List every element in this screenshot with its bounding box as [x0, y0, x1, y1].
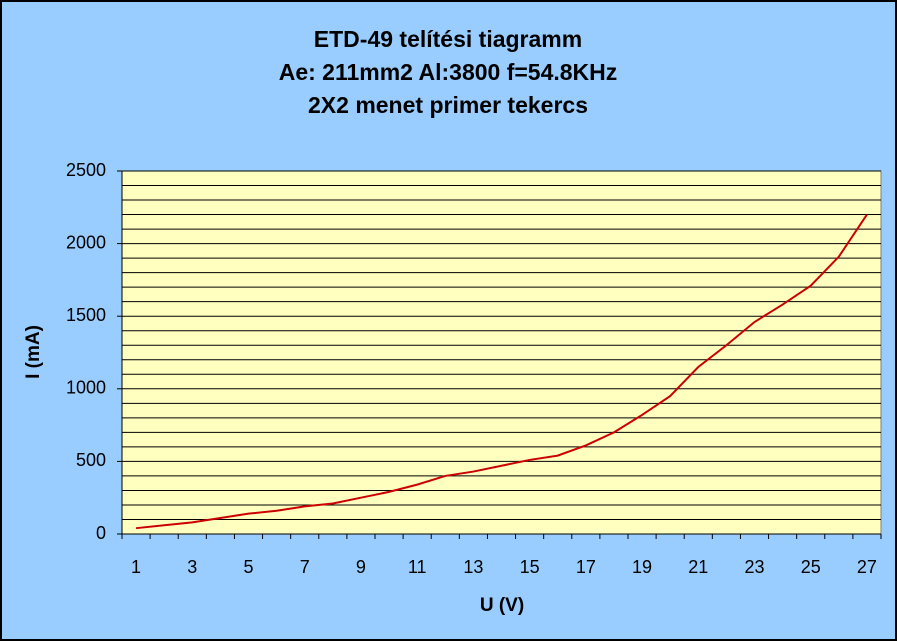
y-tick-label: 500	[76, 450, 106, 470]
x-tick-label: 5	[243, 557, 253, 577]
x-tick-label: 15	[520, 557, 540, 577]
x-tick-label: 25	[801, 557, 821, 577]
chart-title: Ae: 211mm2 Al:3800 f=54.8KHz	[279, 59, 618, 85]
x-tick-label: 7	[300, 557, 310, 577]
x-tick-label: 13	[463, 557, 483, 577]
y-tick-label: 2000	[66, 232, 106, 252]
x-tick-label: 11	[408, 557, 427, 577]
plot-area	[121, 170, 882, 535]
x-tick-label: 9	[356, 557, 366, 577]
x-tick-label: 17	[576, 557, 596, 577]
x-tick-label: 23	[744, 557, 764, 577]
x-tick-label: 19	[632, 557, 652, 577]
y-tick-label: 1000	[66, 378, 106, 398]
chart-title: 2X2 menet primer tekercs	[308, 92, 588, 118]
y-tick-label: 2500	[66, 160, 106, 180]
chart-title: ETD-49 telítési tiagramm	[314, 26, 582, 52]
y-tick-label: 1500	[66, 305, 106, 325]
data-line	[135, 214, 868, 530]
x-tick-label: 1	[131, 557, 141, 577]
x-tick-label: 21	[688, 557, 708, 577]
y-axis-title: I (mA)	[23, 325, 44, 379]
x-tick-label: 27	[857, 557, 877, 577]
x-axis-title: U (V)	[480, 595, 524, 616]
y-tick-label: 0	[96, 523, 106, 543]
x-tick-label: 3	[187, 557, 197, 577]
